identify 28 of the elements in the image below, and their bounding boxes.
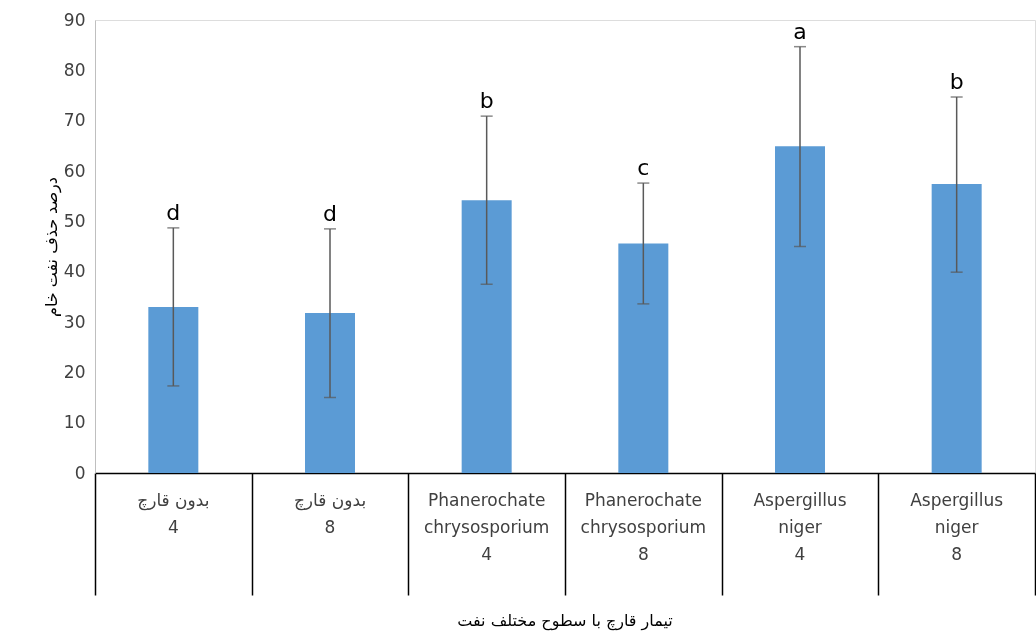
y-tick-label: 80 [63,59,86,80]
bar [775,146,825,473]
annotation: b [479,88,494,114]
bar [305,312,355,473]
x-tick-label: Aspergillus niger 8 [910,490,1004,564]
y-tick-label: 0 [74,462,86,483]
annotation: b [949,69,964,95]
x-tick-label: Phanerochate chrysosporium 4 [423,490,550,564]
y-tick-label: 70 [63,110,86,131]
y-tick-label: 20 [63,361,86,382]
bar [618,243,669,473]
annotation: d [166,199,181,225]
y-axis-title: درصد حذف نفت خام [41,177,62,317]
y-tick-label: 30 [63,311,86,332]
y-tick-label: 10 [63,412,86,433]
y-tick-label: 40 [63,261,86,282]
text: تیمار قارچ با سطوح مختلف نفت [457,611,673,631]
y-tick-label: 60 [63,160,86,181]
bar [148,306,199,473]
annotation: c [637,155,650,181]
bar [931,184,982,473]
annotation: a [793,18,807,44]
y-tick-label: 90 [63,9,86,30]
x-tick-label: Aspergillus niger 4 [753,490,847,564]
y-tick-label: 50 [63,210,86,231]
x-tick-label: Phanerochate chrysosporium 8 [580,490,707,564]
annotation: d [323,200,337,226]
bar [461,200,512,473]
